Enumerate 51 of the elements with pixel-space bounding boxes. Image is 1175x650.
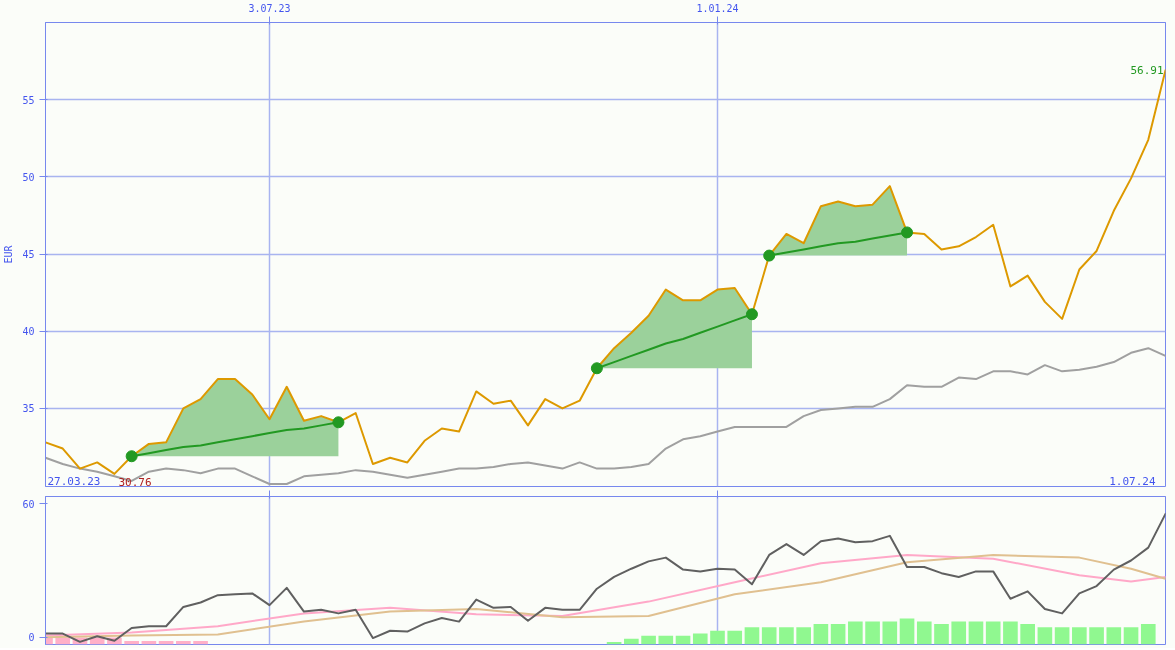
- bar: [710, 630, 725, 645]
- y-tick-label: 40: [22, 326, 35, 338]
- bar: [882, 621, 898, 645]
- bar: [848, 621, 863, 645]
- bar: [916, 621, 932, 645]
- y-tick-label: 45: [22, 249, 35, 261]
- bar: [692, 633, 708, 645]
- bar: [1089, 627, 1104, 645]
- bar: [1140, 624, 1156, 645]
- bar: [1003, 621, 1018, 645]
- bar: [813, 624, 829, 645]
- bar: [865, 621, 880, 645]
- annotation: 56.91: [1130, 64, 1164, 78]
- line-series: [45, 512, 1166, 643]
- bar: [1054, 627, 1070, 645]
- y-tick-label: 50: [22, 171, 35, 183]
- point: [125, 450, 138, 463]
- point: [901, 226, 914, 239]
- bar: [899, 618, 915, 645]
- point: [763, 249, 776, 262]
- y-tick-label: 0: [28, 632, 35, 644]
- bar: [830, 624, 846, 645]
- bar: [1020, 624, 1035, 645]
- line-series: [45, 347, 1166, 486]
- bar: [934, 624, 949, 645]
- bar: [658, 635, 674, 645]
- y-tick-label: 35: [22, 403, 35, 415]
- annotation: 27.03.23: [47, 474, 101, 488]
- y-tick-label: 55: [22, 94, 35, 106]
- x-tick-label: 3.07.23: [248, 2, 291, 14]
- annotation: 1.07.24: [1109, 474, 1156, 488]
- point: [745, 308, 758, 321]
- y-axis-title: EUR: [3, 244, 15, 264]
- bar: [968, 621, 984, 645]
- point: [590, 362, 603, 375]
- point: [332, 416, 345, 429]
- bar: [761, 627, 777, 645]
- bar: [779, 627, 794, 645]
- bar: [641, 635, 656, 645]
- annotation: 30.76: [118, 475, 152, 489]
- x-tick-label: 1.01.24: [696, 2, 739, 14]
- bar: [727, 630, 743, 645]
- bar: [951, 621, 967, 645]
- bar: [1037, 627, 1053, 645]
- bar: [1072, 627, 1087, 645]
- bar: [796, 627, 811, 645]
- bar: [985, 621, 1001, 645]
- y-tick-label: 60: [22, 498, 35, 510]
- bar: [1106, 627, 1122, 645]
- bar: [744, 627, 760, 645]
- bar: [1123, 627, 1139, 645]
